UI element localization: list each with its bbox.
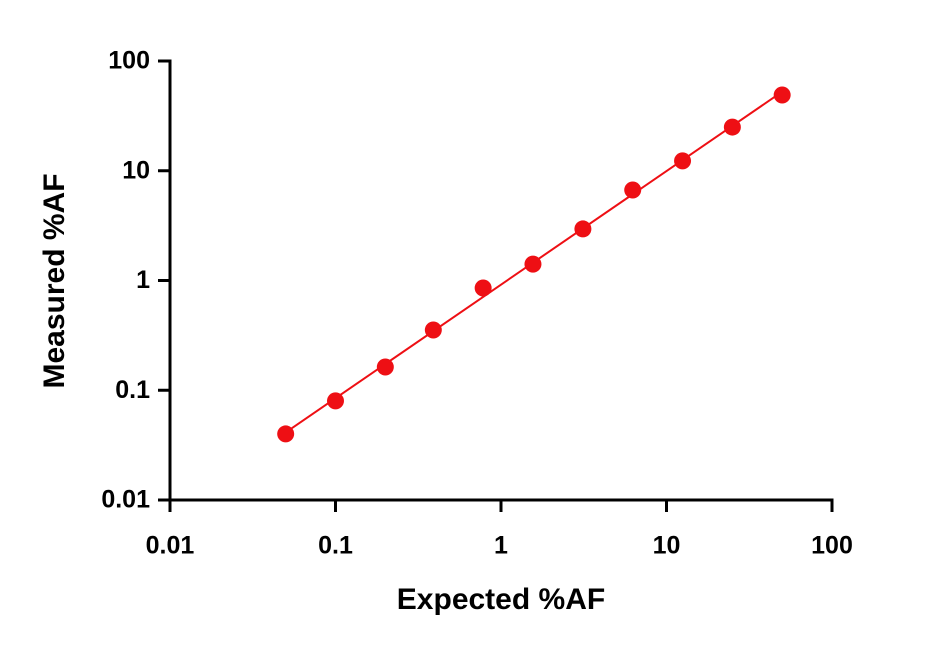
data-point [424,321,442,339]
x-axis-title: Expected %AF [397,583,605,616]
y-tick-label: 0.01 [101,486,150,514]
data-point [723,118,741,136]
data-point [474,279,492,297]
y-axis-title: Measured %AF [38,173,71,388]
data-point [524,255,542,273]
data-point [773,86,791,104]
y-tick-label: 100 [108,47,150,75]
y-tick-label: 0.1 [115,376,150,404]
y-tick-label: 1 [136,266,150,294]
data-point [624,181,642,199]
data-point [277,425,295,443]
x-tick-label: 0.01 [146,532,195,560]
y-tick-label: 10 [122,156,150,184]
x-tick-label: 1 [494,532,508,560]
x-tick-label: 10 [653,532,681,560]
data-point [674,152,692,170]
data-point [574,220,592,238]
data-point [327,392,344,410]
data-point [376,358,394,376]
x-tick-label: 100 [811,532,853,560]
x-tick-label: 0.1 [318,532,353,560]
